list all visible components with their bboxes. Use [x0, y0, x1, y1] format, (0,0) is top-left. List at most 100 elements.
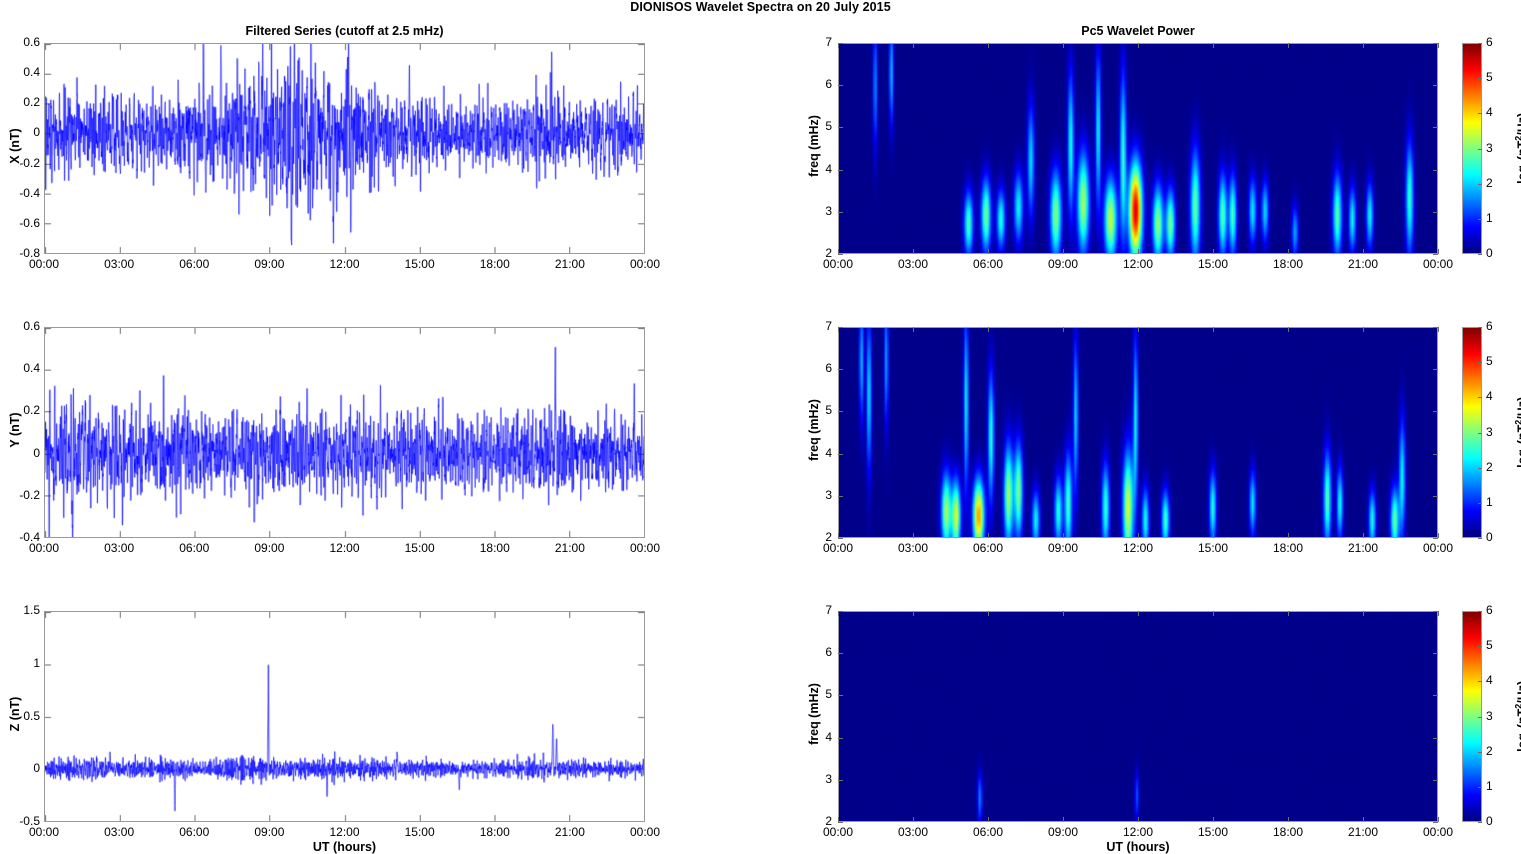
- colorbar-tickmark-z: [1478, 752, 1482, 753]
- xtick-label-Z-filtered-series: 09:00: [254, 825, 285, 839]
- colorbar-tick-label-x: 1: [1486, 210, 1493, 225]
- colorbar-label-x: log2(nT2/Hz): [1514, 88, 1521, 208]
- xtick-label-Z-filtered-series: 03:00: [104, 825, 135, 839]
- colorbar-tickmark-y: [1478, 362, 1482, 363]
- xtick-label-Z-filtered-series: 00:00: [629, 825, 661, 839]
- ytick-label-Z-filtered-series: 0.5: [23, 708, 40, 723]
- freq-tickmark-right-y: [1433, 411, 1438, 412]
- colorbar-tick-label-x: 2: [1486, 175, 1493, 190]
- colorbar-tickmark-y: [1478, 433, 1482, 434]
- time-tick-label-x: 18:00: [1272, 257, 1304, 271]
- time-tick-label-y: 03:00: [897, 541, 929, 555]
- spectrogram-axes-x: [838, 43, 1438, 254]
- time-tick-label-z: 06:00: [972, 825, 1004, 839]
- colorbar-tick-label-x: 5: [1486, 70, 1493, 85]
- timeseries-plot-z: [45, 612, 644, 821]
- xtick-label-Y-filtered-series: 00:00: [28, 541, 60, 555]
- colorbar-tickmark-y: [1478, 397, 1482, 398]
- colorbar-tick-label-z: 5: [1486, 638, 1493, 653]
- xtick-label-Y-filtered-series: 06:00: [179, 541, 210, 555]
- freq-tick-label-z: 4: [825, 729, 832, 744]
- time-tick-label-x: 00:00: [822, 257, 854, 271]
- colorbar-tickmark-y: [1478, 538, 1482, 539]
- freq-tick-label-x: 6: [825, 77, 832, 92]
- time-tickmark-z: [1438, 817, 1439, 822]
- ytick-label-Y-filtered-series: -0.4: [19, 530, 40, 544]
- freq-tick-label-x: 4: [825, 161, 832, 176]
- time-tickmark-y: [1063, 533, 1064, 538]
- colorbar-tickmark-x: [1478, 113, 1482, 114]
- freq-tick-label-y: 6: [825, 361, 832, 376]
- colorbar-tick-label-y: 6: [1486, 319, 1493, 333]
- time-tickmark-top-z: [1438, 611, 1439, 616]
- time-tick-label-x: 03:00: [897, 257, 929, 271]
- xtick-label-X-filtered-series: 15:00: [404, 257, 435, 271]
- time-tickmark-y: [1288, 533, 1289, 538]
- time-tick-label-y: 21:00: [1347, 541, 1379, 555]
- colorbar-tick-label-y: 5: [1486, 354, 1493, 369]
- time-tickmark-z: [1138, 817, 1139, 822]
- xtick-label-X-filtered-series: 12:00: [329, 257, 360, 271]
- ytick-label-Y-filtered-series: 0.2: [23, 403, 40, 418]
- spectrogram-plot-x: [839, 44, 1437, 253]
- xtick-label-Z-filtered-series: 18:00: [479, 825, 510, 839]
- timeseries-axes-x: [44, 43, 645, 254]
- time-tickmark-top-y: [1063, 327, 1064, 332]
- time-tickmark-top-x: [1288, 43, 1289, 48]
- time-tickmark-x: [913, 249, 914, 254]
- time-tickmark-top-x: [913, 43, 914, 48]
- freq-tickmark-z: [838, 822, 843, 823]
- axis-label-x-nt: X (nT): [8, 128, 22, 164]
- time-tickmark-x: [988, 249, 989, 254]
- time-tick-label-z: 00:00: [1422, 825, 1454, 839]
- time-tickmark-top-x: [1063, 43, 1064, 48]
- time-tick-label-z: 21:00: [1347, 825, 1379, 839]
- ytick-label-Z-filtered-series: 1: [33, 655, 40, 670]
- time-tickmark-top-y: [838, 327, 839, 332]
- freq-tickmark-y: [838, 411, 843, 412]
- xtick-label-Y-filtered-series: 03:00: [104, 541, 135, 555]
- freq-tickmark-right-x: [1433, 43, 1438, 44]
- axis-label-freq-z: freq (mHz): [807, 683, 821, 745]
- colorbar-tickmark-z: [1478, 787, 1482, 788]
- time-tickmark-x: [1363, 249, 1364, 254]
- time-tickmark-top-z: [913, 611, 914, 616]
- colorbar-tick-label-y: 0: [1486, 530, 1493, 544]
- time-tickmark-top-y: [1138, 327, 1139, 332]
- freq-tick-label-x: 3: [825, 203, 832, 218]
- xtick-label-Y-filtered-series: 21:00: [554, 541, 585, 555]
- freq-tickmark-y: [838, 369, 843, 370]
- freq-tickmark-right-x: [1433, 127, 1438, 128]
- time-tickmark-top-x: [1213, 43, 1214, 48]
- time-tick-label-x: 12:00: [1122, 257, 1154, 271]
- colorbar-label-text-z: log2(nT2/Hz): [1514, 680, 1521, 752]
- colorbar-gradient-z: [1463, 612, 1481, 821]
- time-tickmark-x: [838, 249, 839, 254]
- time-tick-label-z: 03:00: [897, 825, 929, 839]
- ytick-label-X-filtered-series: 0: [33, 125, 40, 140]
- freq-tickmark-z: [838, 653, 843, 654]
- time-tickmark-y: [1213, 533, 1214, 538]
- left-column-title-x: Filtered Series (cutoff at 2.5 mHz): [245, 24, 444, 38]
- time-tickmark-top-z: [988, 611, 989, 616]
- time-tick-label-y: 18:00: [1272, 541, 1304, 555]
- xtick-label-X-filtered-series: 06:00: [179, 257, 210, 271]
- xtick-label-Z-filtered-series: 06:00: [179, 825, 210, 839]
- time-tick-label-x: 06:00: [972, 257, 1004, 271]
- freq-tickmark-right-z: [1433, 653, 1438, 654]
- time-tickmark-z: [1288, 817, 1289, 822]
- time-tickmark-x: [1063, 249, 1064, 254]
- colorbar-tickmark-x: [1478, 254, 1482, 255]
- time-tick-label-y: 06:00: [972, 541, 1004, 555]
- freq-tick-label-y: 2: [825, 530, 832, 544]
- ytick-label-X-filtered-series: 0.6: [23, 35, 40, 49]
- time-tick-label-z: 18:00: [1272, 825, 1304, 839]
- freq-tickmark-z: [838, 780, 843, 781]
- spectrogram-plot-y: [839, 328, 1437, 537]
- xtick-label-Z-filtered-series: 21:00: [554, 825, 585, 839]
- colorbar-tick-label-y: 3: [1486, 424, 1493, 439]
- colorbar-tick-label-x: 3: [1486, 140, 1493, 155]
- time-tick-label-z: 12:00: [1122, 825, 1154, 839]
- time-tick-label-y: 00:00: [822, 541, 854, 555]
- time-tickmark-top-z: [1138, 611, 1139, 616]
